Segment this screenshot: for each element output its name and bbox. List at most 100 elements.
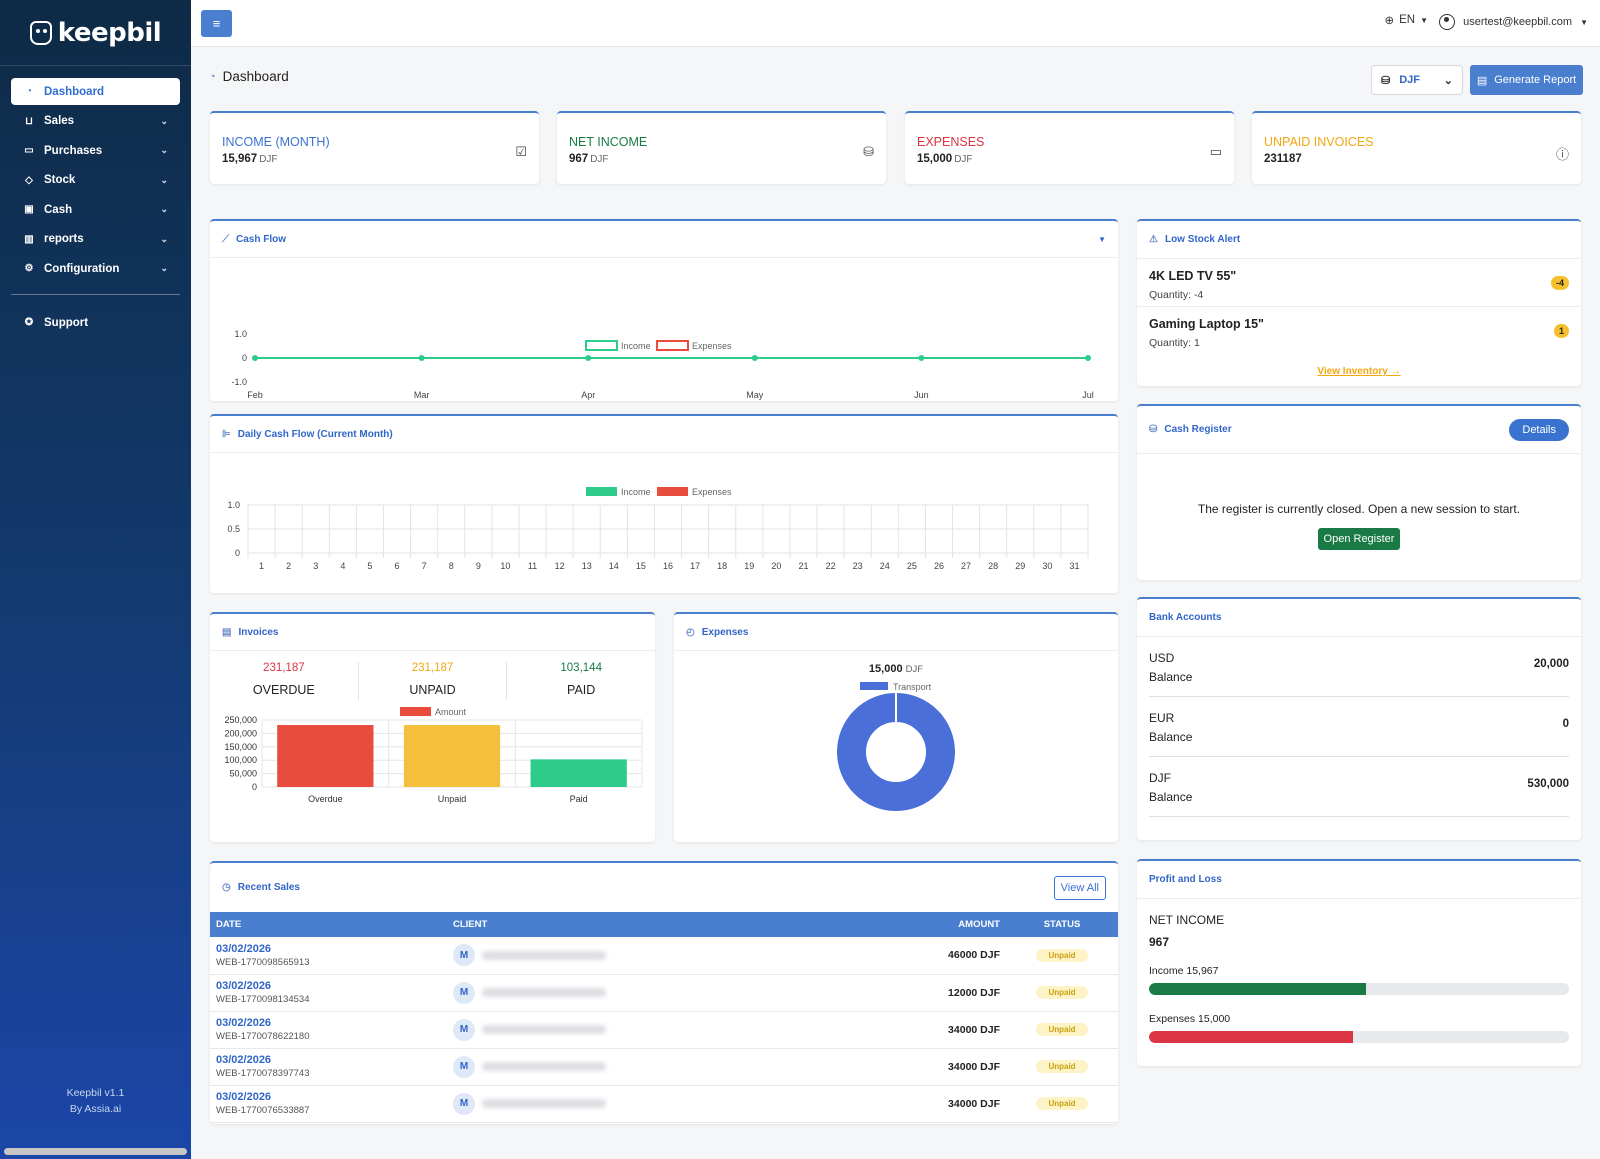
register-status-message: The register is currently closed. Open a… — [1197, 502, 1521, 516]
column-status[interactable]: STATUS — [1006, 912, 1118, 937]
sale-date[interactable]: 03/02/2026 — [216, 1054, 272, 1066]
bank-account-row[interactable]: EUR Balance 0 — [1149, 697, 1569, 757]
legend-amount: Amount — [435, 707, 467, 717]
column-date[interactable]: DATE — [210, 912, 447, 937]
sidebar-item-reports[interactable]: ▥ reports ⌄ — [11, 226, 180, 253]
sidebar-item-support[interactable]: ✪ Support — [11, 309, 180, 336]
stat-title: EXPENSES — [917, 135, 985, 149]
sidebar-item-cash[interactable]: ▣ Cash ⌄ — [11, 196, 180, 223]
stat-number: 15,000 — [917, 153, 953, 165]
lifebuoy-icon: ✪ — [24, 317, 34, 328]
card-title: Cash Register — [1164, 424, 1232, 435]
amount-cell: 46000 DJF — [886, 937, 1006, 975]
avatar: M — [453, 944, 475, 967]
card-title: Invoices — [238, 626, 279, 638]
caret-down-icon[interactable]: ▼ — [1098, 234, 1106, 244]
user-menu[interactable]: usertest@keepbil.com ▼ — [1439, 14, 1588, 30]
status-badge: Unpaid — [1036, 1023, 1088, 1036]
sidebar-scrollbar[interactable] — [4, 1148, 187, 1155]
cash-register-card: ⛁ Cash Register Details The register is … — [1137, 404, 1581, 580]
sale-date[interactable]: 03/02/2026 — [216, 1017, 272, 1029]
paid-value: 103,144 — [560, 662, 602, 674]
globe-icon: ⊕ — [1384, 15, 1395, 27]
sale-date[interactable]: 03/02/2026 — [216, 942, 272, 955]
product-name: 4K LED TV 55" — [1149, 269, 1237, 283]
avatar: M — [453, 1092, 475, 1115]
currency-select[interactable]: ⛁ DJF ⌄ — [1371, 65, 1463, 95]
account-balance-label: Balance — [1149, 730, 1193, 744]
page-title: Dashboard — [222, 69, 289, 84]
table-row[interactable]: 03/02/2026 WEB-1770076533887 M 34000 DJF … — [210, 1085, 1118, 1123]
logo[interactable]: keepbil — [0, 0, 191, 66]
sale-date[interactable]: 03/02/2026 — [216, 980, 272, 992]
x-tick-label: Jun — [914, 390, 929, 400]
sidebar-item-stock[interactable]: ◇ Stock ⌄ — [11, 167, 180, 194]
stat-value: 15,000 DJF — [917, 153, 973, 165]
sidebar-item-label: Purchases — [44, 144, 103, 157]
sidebar-item-label: Support — [44, 316, 89, 329]
recent-sales-card: ◷ Recent Sales View All DATE CLIENT AMOU… — [210, 861, 1118, 1124]
language-label: EN — [1399, 14, 1416, 26]
y-tick-label: 200,000 — [224, 728, 257, 738]
bank-account-row[interactable]: DJF Balance 530,000 — [1149, 757, 1569, 817]
data-point — [918, 355, 925, 361]
x-tick-label: 8 — [449, 561, 454, 571]
menu-toggle-button[interactable]: ≡ — [201, 10, 232, 37]
user-email: usertest@keepbil.com — [1463, 16, 1573, 28]
generate-report-button[interactable]: ▤ Generate Report — [1470, 65, 1583, 95]
table-row[interactable]: 03/02/2026 WEB-1770078397743 M 34000 DJF … — [210, 1048, 1118, 1086]
briefcase-icon: ▭ — [24, 145, 34, 156]
legend-expenses: Expenses — [692, 487, 732, 497]
x-tick-label: 13 — [582, 561, 592, 571]
account-currency: USD — [1149, 651, 1175, 665]
column-client[interactable]: CLIENT — [447, 912, 886, 937]
sidebar-item-sales[interactable]: ⊔ Sales ⌄ — [11, 108, 180, 135]
table-row[interactable]: 03/02/2026 WEB-1770078622180 M 34000 DJF … — [210, 1011, 1118, 1049]
details-button[interactable]: Details — [1509, 418, 1569, 441]
stat-card-unpaid-invoices: UNPAID INVOICES 231187 ⓘ — [1252, 111, 1581, 184]
column-amount[interactable]: AMOUNT — [886, 912, 1006, 937]
open-register-button[interactable]: Open Register — [1318, 528, 1400, 550]
invoice-unpaid: 231,187 UNPAID — [359, 662, 508, 700]
hamburger-icon: ≡ — [212, 16, 221, 31]
y-tick-label: 0.5 — [227, 524, 240, 534]
sidebar-item-purchases[interactable]: ▭ Purchases ⌄ — [11, 137, 180, 164]
sidebar-item-dashboard[interactable]: ◔ Dashboard — [11, 78, 180, 105]
legend-swatch-income — [586, 487, 617, 496]
sale-ref: WEB-1770078397743 — [216, 1068, 310, 1079]
x-tick-label: 19 — [744, 561, 754, 571]
sale-date[interactable]: 03/02/2026 — [216, 1091, 272, 1103]
card-header: ⚠ Low Stock Alert — [1137, 221, 1581, 259]
unpaid-label: UNPAID — [409, 683, 456, 697]
x-tick-label: 26 — [934, 561, 944, 571]
table-row[interactable]: 03/02/2026 WEB-1770098565913 M 46000 DJF … — [210, 937, 1118, 975]
y-tick-label: 0 — [242, 353, 247, 363]
y-tick-label: 1.0 — [234, 329, 247, 339]
x-tick-label: 25 — [907, 561, 917, 571]
stat-card-net-income: NET INCOME 967 DJF ⛁ — [557, 111, 886, 184]
legend-transport: Transport — [893, 682, 932, 692]
gauge-icon: ◔ — [25, 86, 33, 97]
account-currency: DJF — [1149, 771, 1171, 785]
expenses-label: Expenses 15,000 — [1149, 1013, 1231, 1025]
view-inventory-link[interactable]: View Inventory → — [1317, 366, 1401, 377]
view-all-button[interactable]: View All — [1053, 875, 1106, 900]
x-tick-label: 28 — [988, 561, 998, 571]
x-tick-label: 24 — [880, 561, 890, 571]
invoices-card: ▤ Invoices 231,187 OVERDUE 231,187 UNPAI… — [210, 612, 655, 842]
language-selector[interactable]: ⊕ EN ▼ — [1384, 13, 1428, 27]
card-title: Bank Accounts — [1149, 612, 1222, 623]
card-title: Cash Flow — [236, 233, 287, 245]
list-item[interactable]: 4K LED TV 55" Quantity: -4 -4 — [1137, 259, 1581, 307]
user-icon — [1439, 14, 1456, 30]
bank-account-row[interactable]: USD Balance 20,000 — [1149, 637, 1569, 697]
account-amount: 530,000 — [1527, 778, 1569, 790]
table-row[interactable]: 03/02/2026 WEB-1770098134534 M 12000 DJF … — [210, 974, 1118, 1012]
amount-cell: 34000 DJF — [886, 1085, 1006, 1123]
sidebar-item-configuration[interactable]: ⚙ Configuration ⌄ — [11, 255, 180, 282]
sale-ref: WEB-1770098565913 — [216, 956, 310, 968]
stat-unit: DJF — [590, 154, 609, 165]
x-tick-label: 7 — [422, 561, 427, 571]
caret-down-icon: ▼ — [1420, 15, 1428, 25]
list-item[interactable]: Gaming Laptop 15" Quantity: 1 1 — [1137, 307, 1581, 355]
